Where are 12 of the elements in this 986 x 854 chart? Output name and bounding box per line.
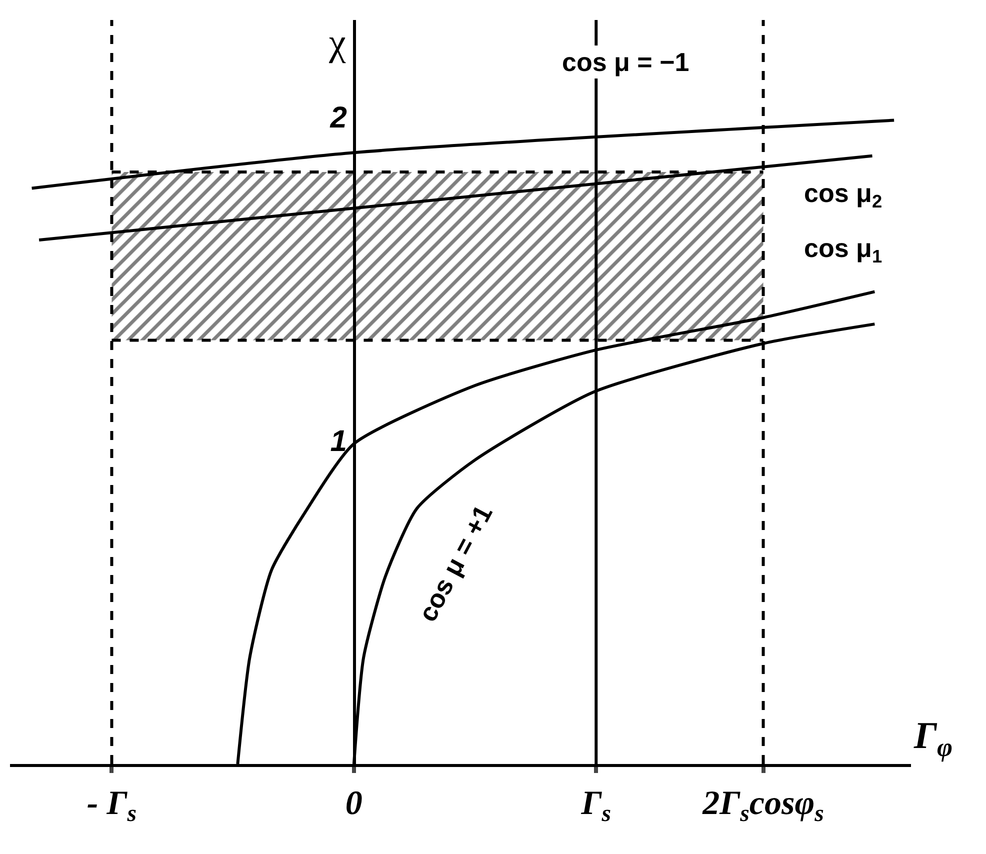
x-axis-title: Γ$_{φ}$ bbox=[913, 715, 953, 762]
x-tick-label: 2Γ$_{s}$cosφ$_{s}$ bbox=[702, 784, 824, 827]
annotation: cos μ$_{2}$ bbox=[804, 178, 882, 212]
x-tick-label: 0 bbox=[345, 784, 362, 822]
annotation: cos μ$_{1}$ bbox=[804, 233, 882, 266]
annotation: cos μ = −1 bbox=[562, 47, 690, 77]
annotation: cos μ = +1 bbox=[412, 500, 498, 626]
x-tick-label: Γ$_{s}$ bbox=[580, 784, 612, 827]
y-tick-label: 1 bbox=[330, 425, 347, 458]
y-tick-label: 2 bbox=[329, 102, 348, 135]
x-tick-label: - Γ$_{s}$ bbox=[86, 784, 137, 827]
y-axis-title: χ bbox=[328, 22, 346, 64]
